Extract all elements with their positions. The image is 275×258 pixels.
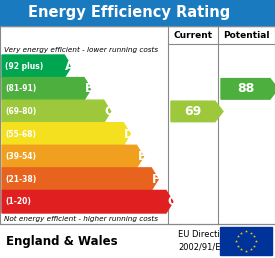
- Polygon shape: [2, 123, 130, 145]
- Text: F: F: [152, 173, 160, 186]
- Text: 88: 88: [237, 82, 254, 95]
- Polygon shape: [2, 78, 91, 100]
- Text: B: B: [85, 82, 94, 95]
- Polygon shape: [2, 100, 111, 123]
- Bar: [0, 0, 275, 26]
- Text: England & Wales: England & Wales: [6, 235, 118, 247]
- Polygon shape: [171, 101, 223, 122]
- Text: (21-38): (21-38): [5, 175, 36, 184]
- Text: D: D: [124, 127, 134, 141]
- Text: (55-68): (55-68): [5, 130, 36, 139]
- Text: (92 plus): (92 plus): [5, 62, 43, 71]
- Bar: [0, 224, 275, 258]
- Text: (69-80): (69-80): [5, 107, 36, 116]
- Text: 69: 69: [184, 105, 202, 118]
- Bar: [220, 227, 272, 255]
- Polygon shape: [2, 168, 158, 190]
- Text: Current: Current: [174, 30, 213, 39]
- Text: Energy Efficiency Rating: Energy Efficiency Rating: [28, 5, 230, 20]
- Text: Not energy efficient - higher running costs: Not energy efficient - higher running co…: [4, 215, 158, 222]
- Text: E: E: [138, 150, 145, 163]
- Text: Potential: Potential: [223, 30, 270, 39]
- Text: (1-20): (1-20): [5, 197, 31, 206]
- Polygon shape: [221, 79, 275, 99]
- Text: EU Directive
2002/91/EC: EU Directive 2002/91/EC: [178, 230, 230, 252]
- Text: Very energy efficient - lower running costs: Very energy efficient - lower running co…: [4, 46, 158, 53]
- Polygon shape: [2, 55, 71, 78]
- Polygon shape: [2, 190, 173, 213]
- Text: (39-54): (39-54): [5, 152, 36, 161]
- Text: G: G: [167, 195, 177, 208]
- Bar: [0, 26, 275, 224]
- Polygon shape: [2, 145, 144, 168]
- Text: A: A: [65, 60, 75, 73]
- Text: C: C: [105, 105, 113, 118]
- Text: (81-91): (81-91): [5, 84, 36, 93]
